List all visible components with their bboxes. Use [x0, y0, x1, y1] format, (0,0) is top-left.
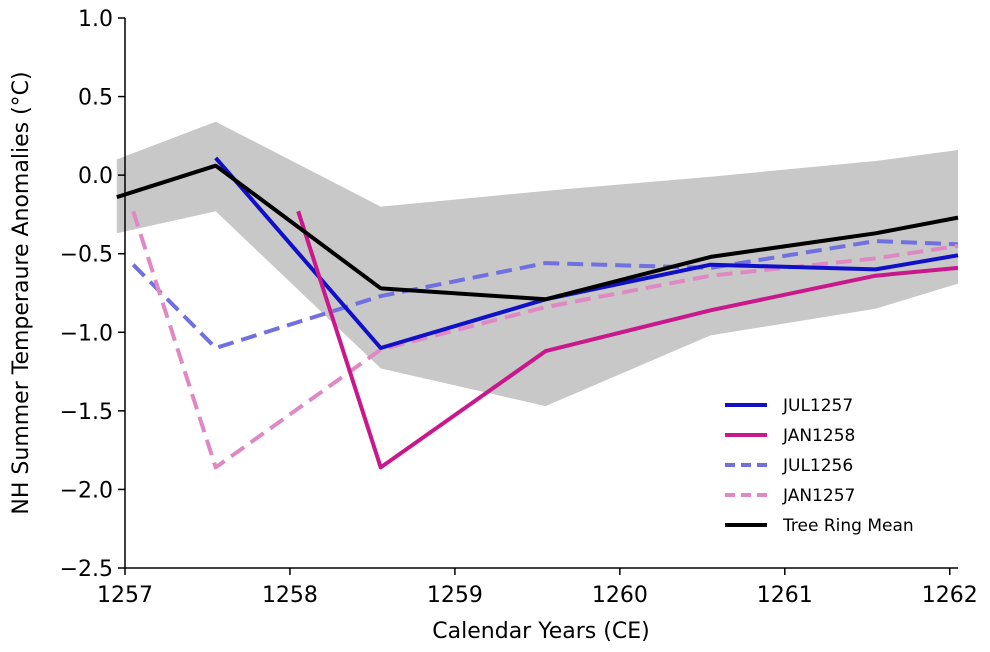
y-tick-label: 1.0	[78, 7, 113, 32]
y-tick-label: 0.5	[78, 86, 113, 111]
series-line-tree-ring-mean	[116, 163, 959, 302]
x-tick-label: 1257	[97, 583, 153, 608]
x-tick-label: 1258	[262, 583, 318, 608]
y-tick-label: 0.0	[78, 164, 113, 189]
series-layer	[116, 156, 959, 470]
series-line-jan1257	[131, 210, 959, 470]
y-tick-label: −2.0	[60, 478, 113, 503]
y-tick-label: −2.5	[60, 557, 113, 582]
y-tick-label: −1.5	[60, 400, 113, 425]
legend-label-tree-ring-mean: Tree Ring Mean	[782, 516, 914, 536]
y-tick-label: −1.0	[60, 321, 113, 346]
series-line-jan1258	[296, 210, 959, 470]
legend-label-jul1257: JUL1257	[782, 396, 853, 416]
series-line-jul1257	[214, 156, 959, 350]
x-tick-label: 1261	[757, 583, 813, 608]
legend-label-jan1258: JAN1258	[782, 426, 855, 446]
x-axis-label: Calendar Years (CE)	[432, 619, 649, 644]
series-line-jul1256	[131, 239, 959, 350]
x-tick-label: 1262	[922, 583, 978, 608]
legend: JUL1257 JAN1258 JUL1256 JAN1257 Tree Ring Me…	[725, 396, 914, 536]
x-tick-label: 1260	[592, 583, 648, 608]
legend-label-jul1256: JUL1256	[782, 456, 853, 476]
uncertainty-band-layer	[116, 121, 959, 407]
y-axis-label: NH Summer Temperaure Anomalies (°C)	[9, 71, 34, 514]
axes-layer	[124, 18, 958, 569]
legend-label-jan1257: JAN1257	[782, 486, 855, 506]
uncertainty-band	[116, 121, 959, 407]
x-tick-label: 1259	[427, 583, 483, 608]
tick-layer: 1257 1258 1259 1260 1261 1262 1.0 0.5 0.0 −0.5 −1.…	[60, 7, 978, 608]
y-tick-label: −0.5	[60, 243, 113, 268]
